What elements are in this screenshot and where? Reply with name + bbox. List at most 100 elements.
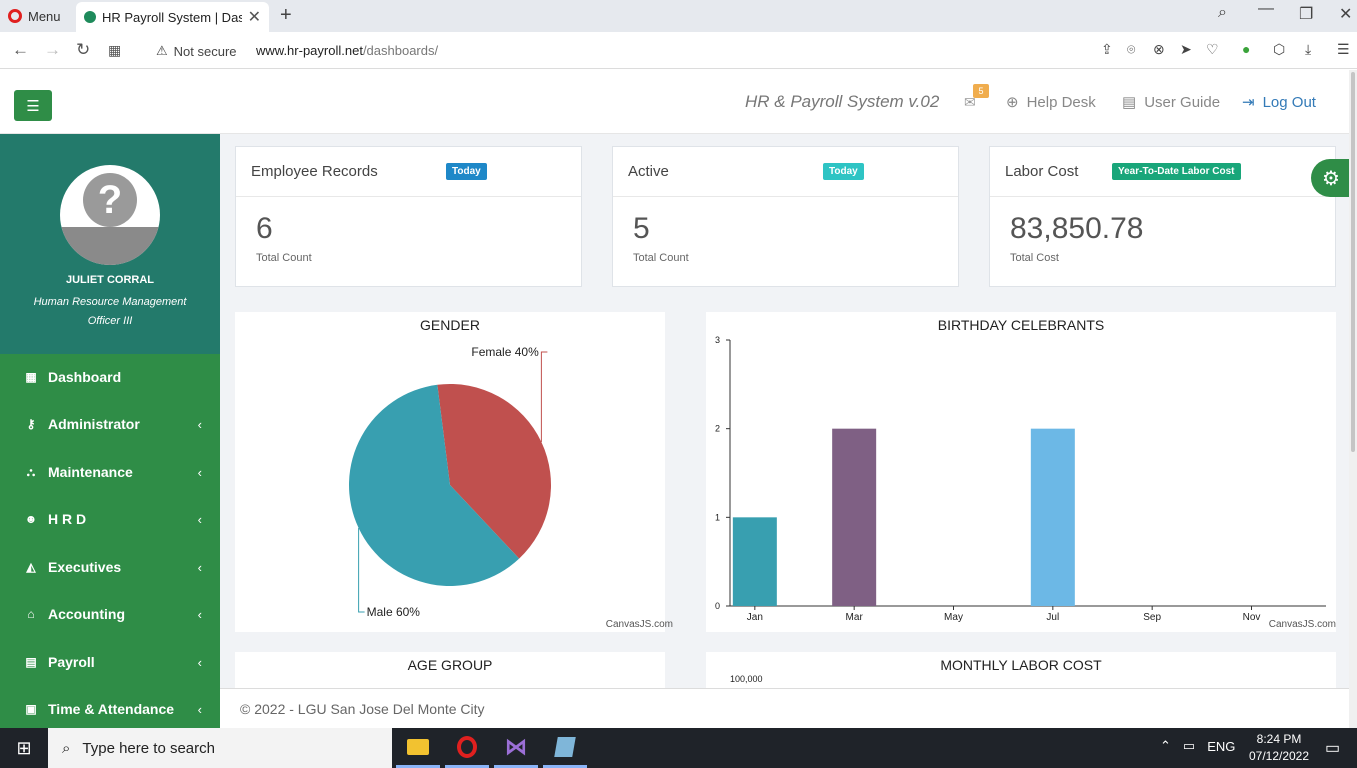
mail-icon[interactable]: ✉	[964, 94, 976, 110]
chevron-left-icon: ‹	[197, 559, 202, 575]
card-subtitle: Total Count	[256, 252, 312, 264]
taskbar-search[interactable]: ⌕ Type here to search	[48, 728, 392, 768]
employee-records-card: Employee Records Today 6 Total Count	[235, 146, 582, 287]
user-name: JULIET CORRAL	[66, 274, 154, 286]
pie-slice-male[interactable]	[348, 384, 520, 586]
easy-setup-icon[interactable]: ☰	[1337, 41, 1350, 57]
adblock-icon[interactable]: ⊗	[1153, 41, 1165, 57]
user-guide-label: User Guide	[1144, 93, 1221, 111]
new-tab-icon[interactable]: +	[280, 4, 292, 26]
x-tick-label: Nov	[1243, 612, 1261, 623]
app-taskbar-icon[interactable]	[543, 728, 587, 768]
download-icon[interactable]: ⤓	[1305, 41, 1312, 57]
notification-icon[interactable]: ▭	[1325, 740, 1341, 757]
card-subtitle: Total Cost	[1010, 252, 1059, 264]
chevron-up-icon[interactable]: ⌃	[1160, 738, 1171, 753]
opera-taskbar-icon[interactable]	[445, 728, 489, 768]
reload-icon[interactable]: ↻	[76, 40, 91, 59]
bar-jul[interactable]	[1030, 428, 1075, 606]
minimize-icon[interactable]: —	[1258, 0, 1274, 17]
x-tick-label: Mar	[846, 612, 864, 623]
heart-icon[interactable]: ♡	[1206, 41, 1219, 57]
gender-chart-title: GENDER	[420, 317, 480, 333]
user-guide-link[interactable]: ▤ User Guide	[1122, 93, 1221, 112]
key-icon: ⚷	[26, 417, 36, 431]
sidebar-item-accounting[interactable]: ⌂ Accounting ‹	[0, 591, 220, 637]
snapshot-icon[interactable]: ⌾	[1127, 41, 1136, 57]
sidebar-item-time-attendance[interactable]: ▣ Time & Attendance ‹	[0, 686, 220, 732]
sidebar-item-maintenance[interactable]: ⛬ Maintenance ‹	[0, 449, 220, 495]
speed-dial-icon[interactable]: ▦	[108, 42, 122, 58]
search-icon: ⌕	[62, 739, 71, 757]
file-explorer-icon[interactable]	[396, 728, 440, 768]
bar-mar[interactable]	[832, 428, 877, 606]
visual-studio-icon[interactable]: ⋈	[494, 728, 538, 768]
bank-icon: ⌂	[27, 607, 35, 621]
system-tray: ⌃ ▭ ENG	[1160, 738, 1235, 754]
start-button[interactable]: ⊞	[0, 728, 48, 768]
labor-cost-card: Labor Cost Year-To-Date Labor Cost 83,85…	[989, 146, 1336, 287]
forward-icon[interactable]: →	[44, 40, 61, 59]
card-value: 6	[256, 212, 273, 245]
chevron-left-icon: ‹	[197, 464, 202, 480]
send-icon[interactable]: ➤	[1180, 41, 1192, 57]
search-tabs-icon[interactable]: ⌕	[1218, 4, 1227, 21]
y-tick-label: 2	[715, 424, 720, 434]
canvasjs-credit[interactable]: CanvasJS.com	[1268, 619, 1336, 630]
bar-jan[interactable]	[732, 517, 777, 606]
age-group-chart-panel: AGE GROUP	[235, 652, 665, 688]
scrollbar-thumb[interactable]	[1351, 72, 1355, 452]
chevron-left-icon: ‹	[197, 606, 202, 622]
menu-icon: ☰	[26, 97, 40, 115]
security-label: Not secure	[173, 43, 237, 59]
taskbar-clock[interactable]: 8:24 PM 07/12/2022	[1248, 731, 1310, 765]
dashboard-icon: ▦	[25, 370, 37, 384]
avatar: ?	[60, 165, 160, 265]
close-tab-icon[interactable]: ✕	[247, 9, 261, 26]
help-desk-link[interactable]: ⊕ Help Desk	[1006, 93, 1096, 112]
opera-menu-label: Menu	[28, 8, 61, 24]
canvasjs-credit[interactable]: CanvasJS.com	[605, 619, 673, 630]
settings-gear-button[interactable]: ⚙	[1311, 159, 1351, 197]
card-title: Active	[628, 163, 669, 180]
footer: © 2022 - LGU San Jose Del Monte City	[220, 688, 1349, 728]
opera-menu-button[interactable]: Menu	[8, 6, 61, 26]
gear-icon: ⚙	[1322, 167, 1340, 190]
close-window-icon[interactable]: ✕	[1339, 6, 1353, 23]
user-role: Human Resource Management Officer III	[33, 296, 187, 327]
today-badge: Today	[823, 163, 864, 180]
sidebar-item-label: Time & Attendance	[48, 701, 175, 717]
sidebar-item-executives[interactable]: ◭ Executives ‹	[0, 544, 220, 590]
windows-logo-icon: ⊞	[16, 737, 32, 758]
sidebar-item-hrd[interactable]: ☻ H R D ‹	[0, 496, 220, 542]
vpn-icon[interactable]: ●	[1242, 41, 1251, 57]
back-icon[interactable]: ←	[12, 40, 29, 59]
security-indicator[interactable]: ⚠ Not secure	[156, 43, 237, 59]
calendar-icon: ▣	[25, 702, 37, 716]
restore-icon[interactable]: ❐	[1299, 6, 1314, 23]
sidebar-item-dashboard[interactable]: ▦ Dashboard	[0, 354, 220, 400]
card-value: 83,850.78	[1010, 212, 1144, 245]
sidebar-item-label: H R D	[48, 511, 87, 527]
mail-count-badge: 5	[973, 84, 989, 98]
sidebar-item-payroll[interactable]: ▤ Payroll ‹	[0, 639, 220, 685]
network-icon[interactable]: ▭	[1182, 738, 1196, 753]
language-indicator[interactable]: ENG	[1207, 738, 1236, 754]
address-bar	[0, 32, 1357, 69]
log-out-link[interactable]: ⇥ Log Out	[1242, 93, 1316, 112]
birthday-bar-chart: 0 1 2 3 Jan Mar May Jul Sep Nov	[715, 335, 1326, 623]
area-chart-icon: ◭	[26, 560, 36, 574]
gender-pie-chart: Female 40% Male 60%	[348, 345, 551, 619]
sidebar-toggle-button[interactable]: ☰	[14, 90, 52, 121]
tab-title: HR Payroll System | Dashboard	[102, 9, 242, 25]
ytd-badge: Year-To-Date Labor Cost	[1112, 163, 1241, 180]
pie-slice-female[interactable]	[437, 384, 551, 559]
sidebar-item-administrator[interactable]: ⚷ Administrator ‹	[0, 401, 220, 447]
sidebar-item-label: Accounting	[48, 606, 125, 622]
browser-tab[interactable]: HR Payroll System | Dashboard ✕	[76, 2, 269, 32]
url-field[interactable]: www.hr-payroll.net/dashboards/	[256, 43, 438, 58]
share-icon[interactable]: ⇪	[1101, 41, 1113, 57]
extensions-icon[interactable]: ⬡	[1273, 41, 1286, 57]
monthly-labor-chart-title: MONTHLY LABOR COST	[940, 657, 1102, 673]
system-title: HR & Payroll System v.02	[745, 92, 940, 111]
